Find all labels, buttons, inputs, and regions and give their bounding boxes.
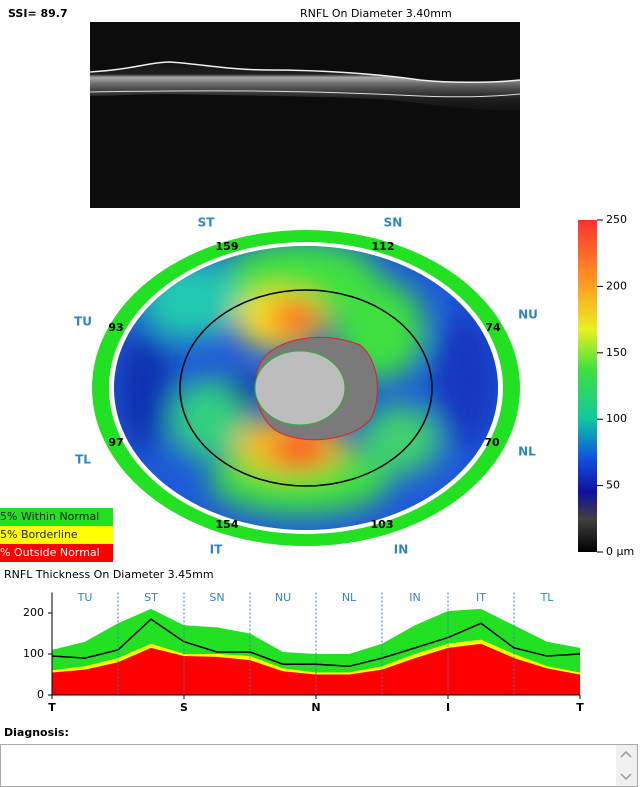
section-label: SN [209,591,224,604]
section-label: NU [275,591,291,604]
sector-value: 103 [371,518,394,531]
sector-name: IN [394,543,409,557]
legend-label: % Outside Normal [0,546,100,559]
sector-value: 93 [108,321,123,334]
sector-name: SN [384,216,403,230]
graph-title: RNFL Thickness On Diameter 3.45mm [4,568,214,581]
section-label: IT [476,591,486,604]
x-tick-label: I [446,701,450,714]
colorbar-tick-label: 100 [606,412,627,425]
thickness-map [92,230,520,546]
sector-name: TU [74,315,92,329]
sector-name: NU [518,308,538,322]
scan-title: RNFL On Diameter 3.40mm [300,7,452,20]
diagnosis-box [1,745,638,787]
section-label: TU [77,591,93,604]
legend-label: 5% Borderline [0,528,78,541]
x-tick-label: S [180,701,188,714]
section-label: TL [540,591,555,604]
colorbar: 250 200 150 100 50 0 μm [578,213,634,558]
colorbar-tick-label: 200 [606,279,627,292]
y-tick-label: 100 [23,647,44,660]
colorbar-tick-label: 250 [606,213,627,226]
sector-value: 154 [216,518,239,531]
colorbar-tick-label: 150 [606,346,627,359]
y-tick-label: 0 [37,688,44,701]
section-label: IN [409,591,420,604]
sector-name: TL [75,453,91,467]
diagnosis-label: Diagnosis: [4,726,69,739]
sector-value: 70 [484,436,500,449]
x-tick-label: N [311,701,320,714]
sector-name: ST [198,216,216,230]
sector-value: 159 [216,240,239,253]
sector-name: NL [518,445,536,459]
section-label: ST [144,591,158,604]
sector-name: IT [210,543,223,557]
sector-value: 112 [372,240,395,253]
colorbar-tick-label: 50 [606,479,620,492]
section-label: NL [342,591,357,604]
colorbar-tick-label: 0 μm [606,545,634,558]
ssi: SSI= 89.7 [8,7,68,20]
legend-label: 5% Within Normal [0,510,99,523]
colorbar-scale [578,220,597,552]
scrollbar[interactable] [616,745,637,786]
b-scan [90,22,520,208]
sector-value: 97 [108,436,123,449]
sector-value: 74 [485,321,501,334]
report: SSI= 89.7 RNFL On Diameter 3.40mm [0,0,643,787]
y-tick-label: 200 [23,606,44,619]
x-tick-label: T [576,701,584,714]
x-tick-label: T [48,701,56,714]
legend: 5% Within Normal 5% Borderline % Outside N… [0,508,113,562]
